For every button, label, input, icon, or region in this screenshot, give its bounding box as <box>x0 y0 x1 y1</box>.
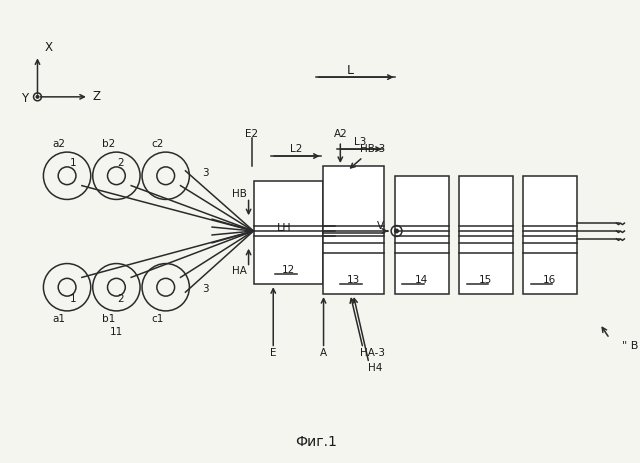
Text: HA: HA <box>232 266 246 276</box>
Text: 13: 13 <box>346 275 360 285</box>
Text: b1: b1 <box>102 314 115 324</box>
Circle shape <box>395 229 398 233</box>
Text: X: X <box>44 41 52 54</box>
Text: E: E <box>270 348 276 358</box>
Text: E2: E2 <box>245 129 258 139</box>
Bar <box>395 176 449 294</box>
Bar <box>523 176 577 294</box>
Text: 3: 3 <box>202 168 209 178</box>
Text: Фиг.1: Фиг.1 <box>294 435 337 449</box>
Text: L: L <box>347 64 354 77</box>
Text: L2: L2 <box>290 144 302 154</box>
Text: 1: 1 <box>70 294 76 304</box>
Bar <box>323 166 384 294</box>
Text: Y: Y <box>22 92 29 105</box>
Text: LH: LH <box>276 223 291 232</box>
Text: 16: 16 <box>543 275 557 285</box>
Text: A2: A2 <box>333 129 347 139</box>
Text: b2: b2 <box>102 139 115 149</box>
Text: 15: 15 <box>479 275 492 285</box>
Text: 3: 3 <box>202 284 209 294</box>
Text: L3: L3 <box>354 137 366 147</box>
Text: 2: 2 <box>117 294 124 304</box>
Text: a2: a2 <box>52 139 66 149</box>
Text: 11: 11 <box>110 326 123 337</box>
Text: Z: Z <box>93 90 100 103</box>
Text: V: V <box>377 221 385 231</box>
Text: H4: H4 <box>367 363 382 373</box>
Text: HB-3: HB-3 <box>360 144 385 154</box>
Bar <box>459 176 513 294</box>
Text: 14: 14 <box>415 275 428 285</box>
Text: 2: 2 <box>117 158 124 168</box>
Text: HB: HB <box>232 188 246 199</box>
Text: c1: c1 <box>152 314 164 324</box>
Text: A: A <box>320 348 327 358</box>
Text: c2: c2 <box>152 139 164 149</box>
Text: a1: a1 <box>52 314 66 324</box>
Text: 12: 12 <box>282 265 294 275</box>
Circle shape <box>36 95 39 98</box>
Bar <box>253 181 323 284</box>
Text: HA-3: HA-3 <box>360 348 385 358</box>
Text: 1: 1 <box>70 158 76 168</box>
Text: " B: " B <box>614 341 638 351</box>
